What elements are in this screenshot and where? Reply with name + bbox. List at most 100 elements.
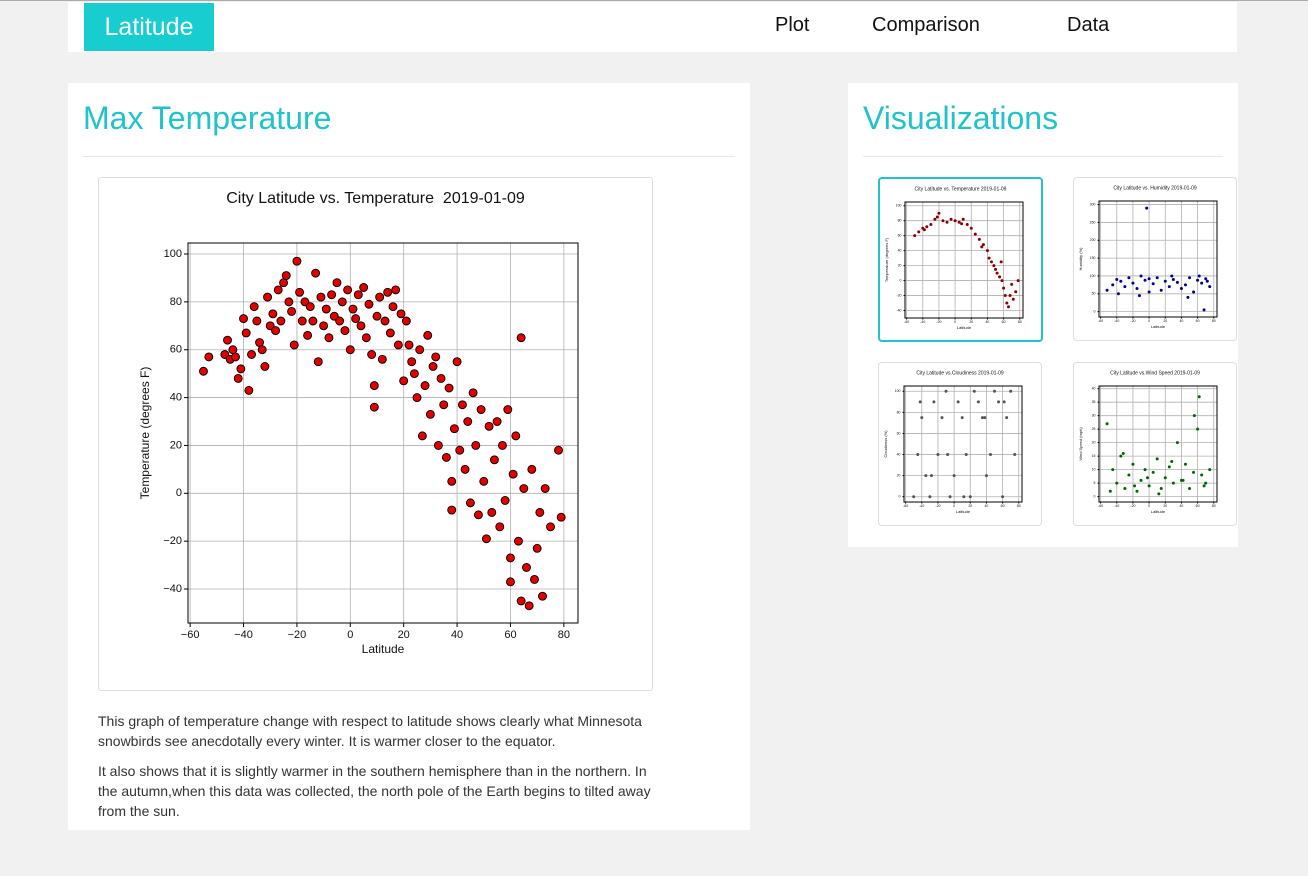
data-point [353,290,363,300]
data-point [367,350,377,359]
thumbnail[interactable]: City Latitude vs. Temperature 2019-01-09… [878,177,1043,342]
thumbnail[interactable]: City Latitude vs.Cloudiness 2019-01-09 La… [878,362,1042,526]
data-point [297,316,307,326]
data-point [1135,286,1139,290]
data-point [1116,292,1120,296]
data-point [1119,279,1123,283]
y-tick-label: 20 [170,439,182,451]
data-point [1135,489,1139,493]
divider [83,156,735,157]
x-tick-label: −60 [181,629,200,641]
data-point [1200,281,1204,285]
nav-link[interactable]: Data [1067,14,1110,36]
data-point [319,321,329,331]
data-point [351,314,361,324]
data-point [1005,301,1009,305]
data-point [231,352,240,362]
data-point [1143,278,1147,282]
data-point [199,366,208,376]
data-point [977,237,981,241]
data-point [1105,288,1109,292]
thumbnail[interactable]: City Latitude vs.Wind Speed 2019-01-09 La… [1073,362,1237,526]
data-point [516,596,526,606]
y-tick-label: 80 [170,296,182,308]
data-point [522,563,531,572]
data-point [271,326,281,336]
data-point [441,452,451,462]
x-tick-label: -20 [935,504,940,508]
y-tick-label: 15 [1092,454,1096,458]
data-point [1175,441,1179,445]
x-tick-label: 80 [1018,320,1022,324]
data-point [244,385,254,395]
data-point [993,389,997,393]
data-point [1131,462,1135,466]
data-point [412,393,422,403]
data-point [479,476,489,486]
data-point [431,352,441,362]
x-tick-label: -20 [1130,319,1135,323]
x-tick-label: 60 [1002,320,1006,324]
data-point [1163,476,1167,480]
data-point [1183,462,1187,466]
data-point [292,256,302,266]
data-point [514,536,523,546]
data-point [1181,478,1185,482]
y-tick-label: 20 [897,474,901,478]
data-point [972,389,976,393]
data-point [987,256,991,260]
data-point [1202,484,1206,488]
data-point [953,219,957,223]
data-point [1123,487,1127,491]
data-point [935,215,939,219]
data-point [500,496,510,505]
data-point [1192,414,1196,418]
data-point [1167,465,1171,469]
data-point [1170,460,1174,464]
x-tick-label: 40 [985,320,989,324]
data-point [988,453,992,457]
navbar [68,2,1237,52]
data-point [929,474,933,478]
data-point [1197,395,1201,399]
x-tick-label: 40 [1179,504,1183,508]
data-point [495,522,505,532]
data-point [519,484,529,493]
data-point [385,328,395,338]
data-point [503,405,513,414]
data-point [1197,274,1201,278]
data-point [984,474,988,478]
data-point [976,400,980,404]
data-point [1115,278,1119,282]
data-point [1137,294,1141,298]
nav-link[interactable]: Plot [775,14,810,36]
thumbnail[interactable]: City Latitude vs. Humidity 2019-01-09 Lat… [1073,177,1237,341]
data-point [940,416,944,420]
data-point [287,306,297,316]
brand[interactable]: Latitude [84,3,214,51]
data-point [1171,481,1175,485]
y-tick-label: 5 [1094,481,1096,485]
nav-link[interactable]: Comparison [872,14,980,36]
data-point [546,522,555,532]
data-point [506,577,515,587]
x-tick-label: 80 [558,629,570,641]
x-tick-label: -20 [1130,504,1135,508]
chart: City Latitude vs. Temperature 2019-01-09… [138,190,579,656]
x-tick-label: 20 [1163,504,1167,508]
y-tick-label: 60 [898,234,902,238]
data-point [1005,416,1009,420]
chart-title: City Latitude vs.Cloudiness 2019-01-09 [916,370,1003,376]
data-point [337,297,347,307]
chart-title: City Latitude vs.Wind Speed 2019-01-09 [1110,370,1200,376]
chart-title: City Latitude vs. Temperature 2019-01-09 [226,190,525,207]
data-point [359,283,369,292]
data-point [1145,476,1149,480]
x-tick-label: 0 [347,629,353,641]
data-point [983,416,987,420]
data-point [916,453,920,457]
data-point [257,345,267,355]
data-point [471,440,481,450]
data-point [452,357,462,367]
y-tick-label: 100 [1090,274,1096,278]
